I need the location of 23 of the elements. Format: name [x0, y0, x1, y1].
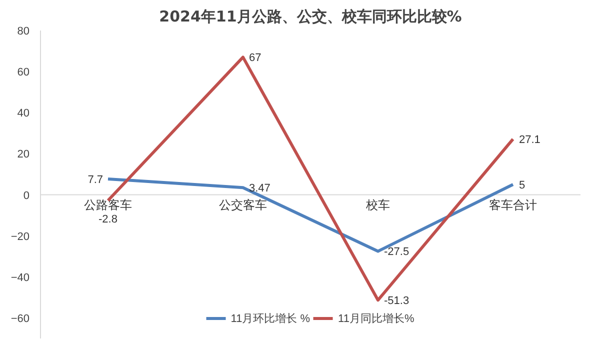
- y-tick-label: 0: [23, 190, 30, 202]
- data-label: -27.5: [384, 246, 410, 258]
- y-tick-label: 40: [17, 108, 30, 120]
- y-tick-label: 60: [17, 66, 30, 79]
- y-tick-label: 20: [17, 148, 30, 161]
- legend-label: 11月同比增长%: [338, 312, 414, 326]
- x-tick-label: 客车合计: [489, 198, 537, 212]
- x-tick-label: 校车: [365, 198, 390, 212]
- data-label: -51.3: [384, 295, 410, 308]
- y-tick-label: −40: [10, 272, 30, 284]
- data-label: 3.47: [249, 182, 270, 195]
- data-label: 27.1: [519, 134, 540, 146]
- data-label: 67: [249, 52, 262, 64]
- x-tick-label: 公交客车: [219, 198, 267, 212]
- y-tick-label: −20: [10, 230, 30, 243]
- y-tick-label: 80: [17, 26, 30, 38]
- data-label: 7.7: [88, 174, 104, 186]
- y-tick-label: −60: [10, 312, 30, 325]
- data-label: -2.8: [98, 214, 118, 226]
- data-label: 5: [519, 180, 526, 192]
- x-tick-label: 公路客车: [84, 198, 132, 212]
- legend-label: 11月环比增长 %: [230, 312, 310, 326]
- chart-title: 2024年11月公路、公交、校车同环比比较%: [159, 8, 462, 26]
